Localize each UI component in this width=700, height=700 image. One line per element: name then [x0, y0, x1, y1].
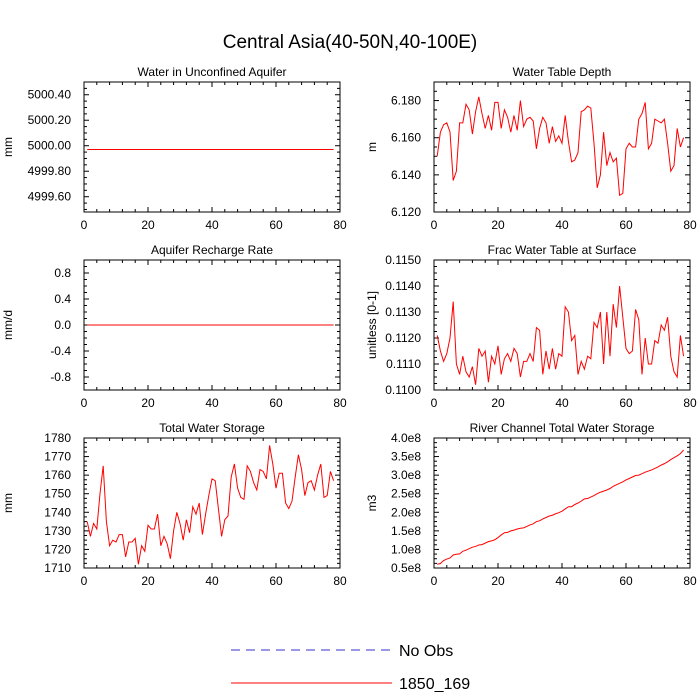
- y-tick-label: 0.1140: [385, 279, 421, 293]
- x-tick-label: 40: [555, 574, 569, 588]
- y-tick-label: 2.0e8: [391, 505, 421, 519]
- y-axis-label: mm: [1, 137, 15, 157]
- y-tick-label: 0.1110: [386, 357, 421, 371]
- y-tick-label: 1750: [44, 487, 71, 501]
- x-tick-label: 20: [491, 396, 505, 410]
- x-tick-label: 20: [491, 218, 505, 232]
- series-line-1850-169: [436, 96, 685, 197]
- chart-panel-6: River Channel Total Water Storage 0 20 40 60…: [365, 421, 697, 588]
- y-tick-label: -0.4: [50, 344, 71, 358]
- y-tick-label: 1760: [44, 468, 71, 482]
- x-tick-label: 40: [555, 396, 569, 410]
- y-tick-label: 1720: [44, 542, 71, 556]
- legend-label-no-obs: No Obs: [399, 643, 453, 660]
- x-tick-label: 20: [141, 574, 155, 588]
- y-tick-label: 0.1130: [385, 305, 421, 319]
- y-tick-label: -0.8: [50, 370, 71, 384]
- y-tick-label: 3.0e8: [391, 468, 421, 482]
- y-tick-label: 4999.60: [28, 190, 72, 204]
- y-tick-label: 6.120: [391, 205, 421, 219]
- x-tick-label: 0: [431, 218, 438, 232]
- y-tick-label: 6.180: [391, 94, 421, 108]
- x-tick-label: 20: [141, 218, 155, 232]
- x-tick-label: 60: [269, 218, 283, 232]
- y-axis-label: unitless [0-1]: [365, 291, 379, 359]
- x-tick-label: 80: [333, 574, 347, 588]
- y-tick-label: 1770: [44, 450, 71, 464]
- x-tick-label: 0: [431, 574, 438, 588]
- y-tick-label: 1.5e8: [391, 524, 421, 538]
- x-tick-label: 0: [81, 218, 88, 232]
- y-tick-label: 5000.00: [28, 139, 72, 153]
- panel-title: Water Table Depth: [513, 65, 612, 79]
- series-line-1850-169: [86, 445, 335, 565]
- x-tick-label: 80: [333, 396, 347, 410]
- x-tick-label: 60: [269, 396, 283, 410]
- y-tick-label: 0.8: [54, 266, 71, 280]
- legend-label-1850-169: 1850_169: [399, 676, 470, 693]
- y-axis-label: m3: [365, 494, 379, 511]
- panel-title: River Channel Total Water Storage: [470, 421, 655, 435]
- y-tick-label: 1710: [44, 561, 71, 575]
- y-tick-label: 1730: [44, 524, 71, 538]
- series-line-1850-169: [436, 285, 685, 385]
- y-tick-label: 1740: [44, 505, 71, 519]
- x-tick-label: 60: [619, 574, 633, 588]
- y-tick-label: 1.0e8: [391, 542, 421, 556]
- y-tick-label: 6.140: [391, 168, 421, 182]
- panel-title: Aquifer Recharge Rate: [151, 243, 273, 257]
- x-tick-label: 80: [683, 574, 697, 588]
- y-axis-label: mm/d: [1, 310, 15, 340]
- x-tick-label: 80: [333, 218, 347, 232]
- panel-title: Total Water Storage: [159, 421, 265, 435]
- y-tick-label: 3.5e8: [391, 450, 421, 464]
- y-tick-label: 0.1150: [385, 253, 421, 267]
- x-tick-label: 40: [555, 218, 569, 232]
- x-tick-label: 80: [683, 218, 697, 232]
- chart-panel-4: Frac Water Table at Surface 0 20 40 60 80 0.11…: [365, 243, 697, 410]
- y-tick-label: 0.1120: [385, 331, 421, 345]
- y-tick-label: 0.0: [54, 318, 71, 332]
- x-tick-label: 20: [491, 574, 505, 588]
- y-tick-label: 0.4: [54, 292, 71, 306]
- x-tick-label: 40: [205, 574, 219, 588]
- x-tick-label: 40: [205, 396, 219, 410]
- series-line-1850-169: [437, 449, 684, 565]
- y-axis-label: mm: [1, 493, 15, 513]
- y-tick-label: 2.5e8: [391, 487, 421, 501]
- x-tick-label: 80: [683, 396, 697, 410]
- y-axis-label: m: [365, 142, 379, 152]
- x-tick-label: 60: [619, 218, 633, 232]
- y-tick-label: 5000.40: [28, 88, 72, 102]
- y-tick-label: 5000.20: [28, 113, 72, 127]
- y-tick-label: 0.1100: [385, 383, 421, 397]
- page-title: Central Asia(40-50N,40-100E): [222, 32, 478, 53]
- x-tick-label: 0: [81, 396, 88, 410]
- chart-panel-5: Total Water Storage 0 20 40 60 80 1710 1720 1730…: [1, 421, 347, 588]
- x-tick-label: 60: [619, 396, 633, 410]
- x-tick-label: 60: [269, 574, 283, 588]
- y-tick-label: 4999.80: [28, 164, 72, 178]
- panel-title: Frac Water Table at Surface: [488, 243, 637, 257]
- chart-panel-3: Aquifer Recharge Rate 0 20 40 60 80 -0.8 -0.4 0.…: [1, 243, 347, 410]
- chart-panel-2: Water Table Depth 0 20 40 60 80 6.120 6.140 6.16…: [365, 65, 697, 232]
- y-tick-label: 4.0e8: [391, 431, 421, 445]
- x-tick-label: 0: [81, 574, 88, 588]
- chart-panel-1: Water in Unconfined Aquifer 0 20 40 60 80 4999…: [1, 65, 347, 232]
- y-tick-label: 1780: [44, 431, 71, 445]
- y-tick-label: 6.160: [391, 131, 421, 145]
- y-tick-label: 0.5e8: [391, 561, 421, 575]
- x-tick-label: 0: [431, 396, 438, 410]
- x-tick-label: 20: [141, 396, 155, 410]
- panel-title: Water in Unconfined Aquifer: [138, 65, 287, 79]
- x-tick-label: 40: [205, 218, 219, 232]
